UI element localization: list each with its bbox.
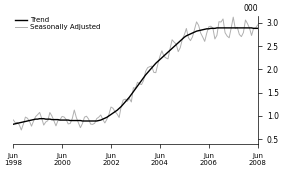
Text: 000: 000 [243, 4, 258, 13]
Legend: Trend, Seasonally Adjusted: Trend, Seasonally Adjusted [14, 17, 100, 30]
